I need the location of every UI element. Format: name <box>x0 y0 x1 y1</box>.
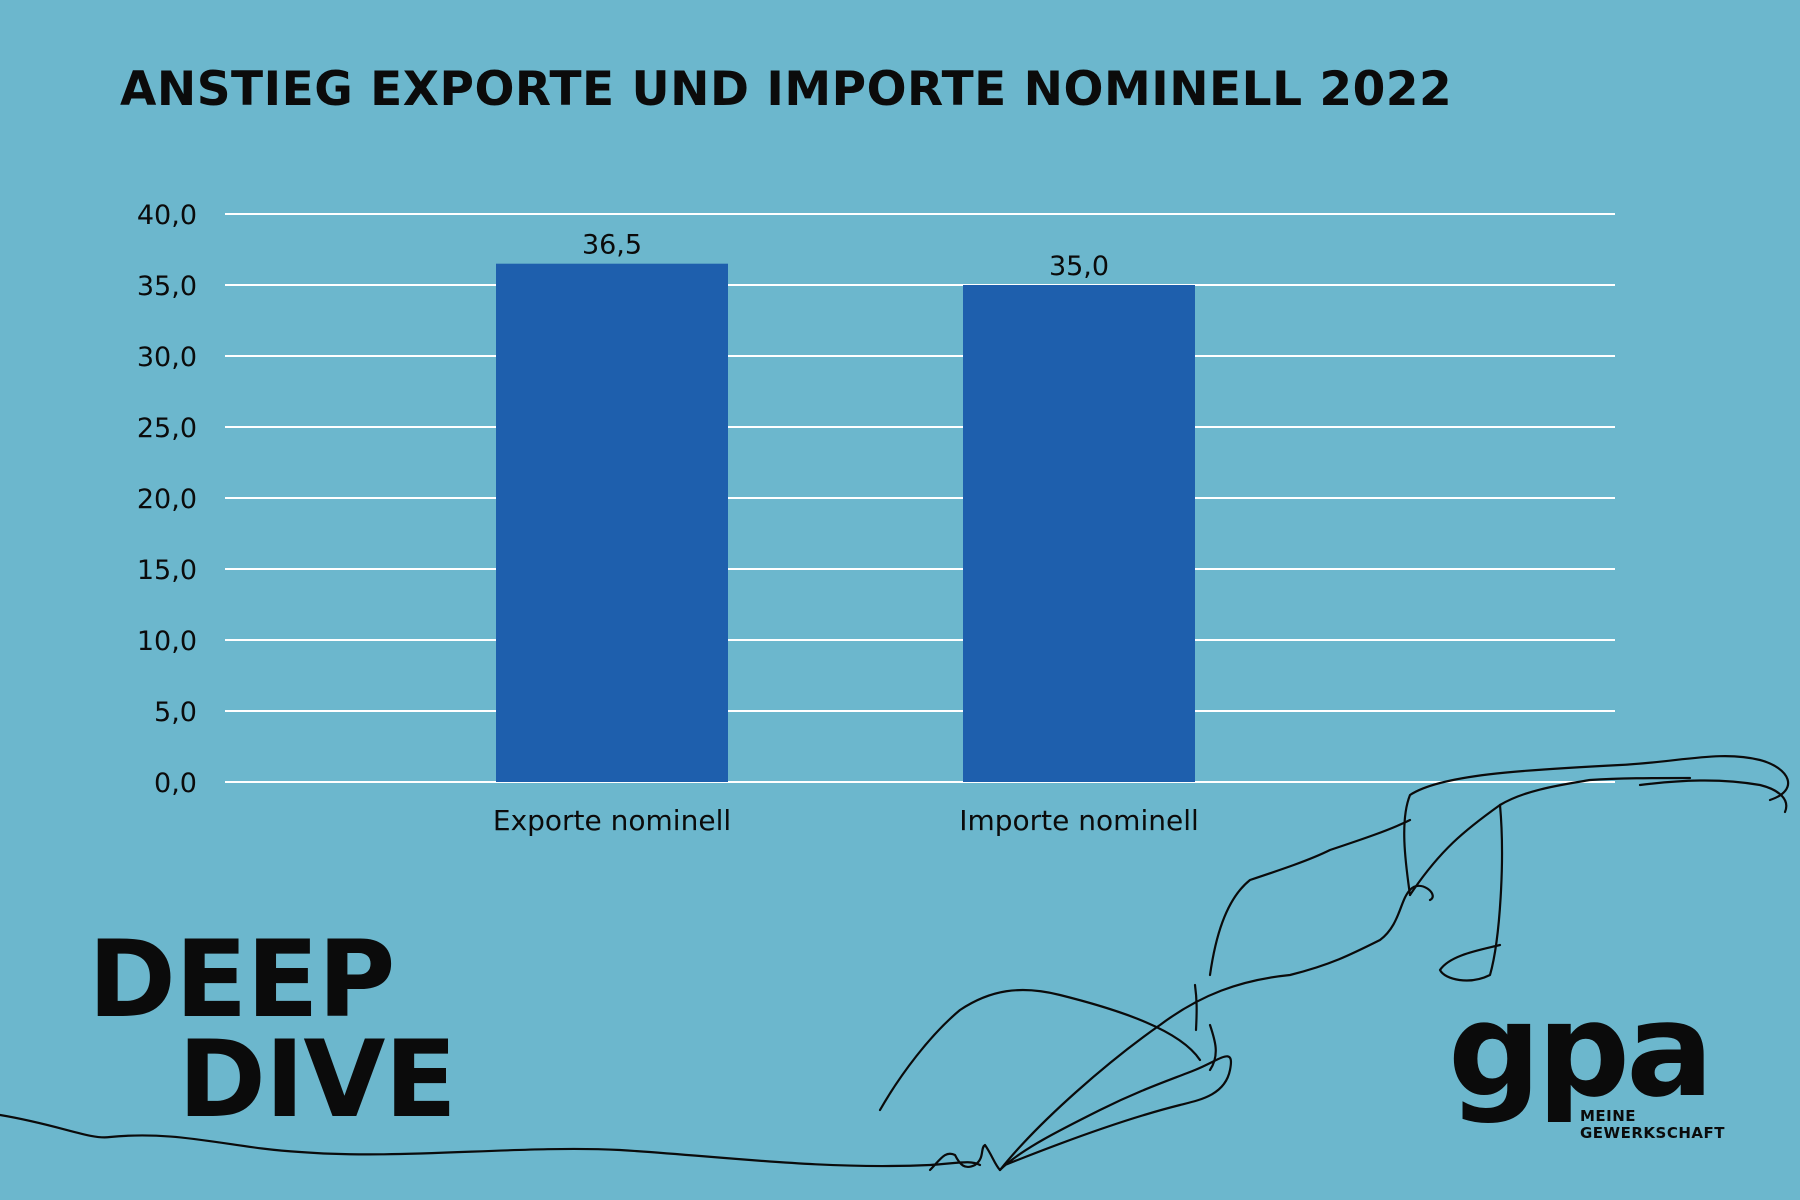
y-tick-label: 0,0 <box>154 768 197 799</box>
y-tick-label: 15,0 <box>137 555 197 586</box>
bar <box>496 263 728 782</box>
x-tick-label: Exporte nominell <box>493 804 731 837</box>
deep-dive-line1: DEEP <box>88 918 395 1041</box>
gpa-logo-sub-line1: MEINE <box>1580 1107 1637 1125</box>
y-tick-label: 40,0 <box>137 200 197 231</box>
deep-dive-wordmark: DEEP DIVE <box>88 918 457 1141</box>
chart-title: ANSTIEG EXPORTE UND IMPORTE NOMINELL 202… <box>120 62 1453 117</box>
gpa-logo-subtitle: MEINE GEWERKSCHAFT <box>1580 1108 1725 1142</box>
bar-chart: 0,0 5,0 10,0 15,0 20,0 25,0 30,0 35,0 40,0 36,5 Ex… <box>137 200 1615 837</box>
y-tick-label: 10,0 <box>137 626 197 657</box>
data-label: 36,5 <box>582 230 642 261</box>
y-tick-label: 30,0 <box>137 342 197 373</box>
gpa-logo-sub-line2: GEWERKSCHAFT <box>1580 1124 1725 1142</box>
y-tick-label: 25,0 <box>137 413 197 444</box>
data-label: 35,0 <box>1049 251 1109 282</box>
gpa-logo: gpa <box>1448 1000 1714 1126</box>
x-tick-label: Importe nominell <box>959 804 1199 837</box>
gpa-logo-text: gpa <box>1448 1000 1710 1126</box>
y-tick-label: 5,0 <box>154 697 197 728</box>
deep-dive-line2: DIVE <box>178 1018 457 1141</box>
y-tick-label: 20,0 <box>137 484 197 515</box>
bar <box>963 285 1195 782</box>
y-tick-label: 35,0 <box>137 271 197 302</box>
